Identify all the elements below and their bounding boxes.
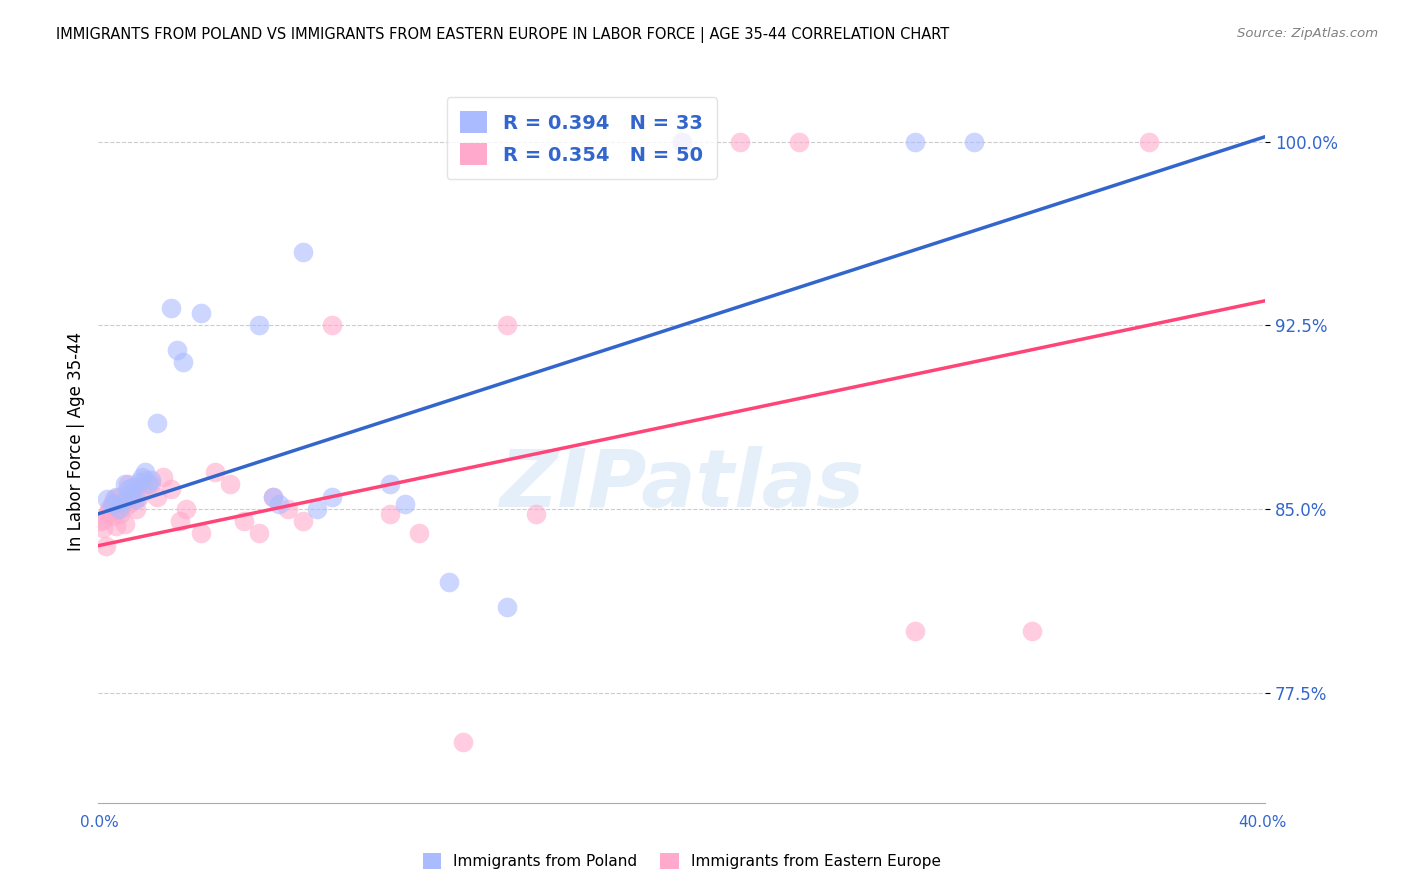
- Point: [380, 507, 402, 521]
- Point: [524, 507, 547, 521]
- Point: [104, 490, 127, 504]
- Point: [100, 497, 122, 511]
- Point: [146, 490, 169, 504]
- Point: [98, 504, 121, 518]
- Point: [120, 494, 142, 508]
- Legend: Immigrants from Poland, Immigrants from Eastern Europe: Immigrants from Poland, Immigrants from …: [416, 847, 948, 875]
- Point: [111, 494, 134, 508]
- Point: [139, 473, 162, 487]
- Point: [134, 465, 156, 479]
- Point: [152, 470, 174, 484]
- Point: [291, 514, 314, 528]
- Legend: R = 0.394   N = 33, R = 0.354   N = 50: R = 0.394 N = 33, R = 0.354 N = 50: [447, 97, 717, 179]
- Point: [787, 135, 810, 149]
- Point: [96, 507, 118, 521]
- Point: [122, 487, 145, 501]
- Point: [93, 511, 115, 525]
- Text: ZIPatlas: ZIPatlas: [499, 446, 865, 524]
- Point: [125, 492, 148, 507]
- Point: [97, 502, 120, 516]
- Point: [247, 318, 270, 333]
- Point: [160, 301, 183, 315]
- Y-axis label: In Labor Force | Age 35-44: In Labor Force | Age 35-44: [66, 332, 84, 551]
- Point: [169, 514, 191, 528]
- Point: [730, 135, 752, 149]
- Point: [451, 734, 474, 748]
- Point: [321, 318, 343, 333]
- Point: [291, 244, 314, 259]
- Point: [122, 480, 145, 494]
- Text: 0.0%: 0.0%: [80, 815, 120, 830]
- Text: 40.0%: 40.0%: [1239, 815, 1286, 830]
- Point: [108, 490, 131, 504]
- Point: [174, 502, 197, 516]
- Point: [101, 509, 124, 524]
- Text: IMMIGRANTS FROM POLAND VS IMMIGRANTS FROM EASTERN EUROPE IN LABOR FORCE | AGE 35: IMMIGRANTS FROM POLAND VS IMMIGRANTS FRO…: [56, 27, 949, 43]
- Point: [218, 477, 240, 491]
- Point: [103, 492, 125, 507]
- Point: [120, 487, 142, 501]
- Point: [101, 497, 124, 511]
- Point: [131, 470, 153, 484]
- Point: [104, 519, 127, 533]
- Point: [904, 624, 927, 639]
- Point: [962, 135, 984, 149]
- Point: [233, 514, 256, 528]
- Point: [105, 502, 128, 516]
- Point: [190, 306, 212, 320]
- Point: [904, 135, 927, 149]
- Point: [136, 477, 159, 491]
- Point: [114, 477, 136, 491]
- Point: [247, 526, 270, 541]
- Point: [115, 500, 138, 514]
- Point: [139, 477, 162, 491]
- Point: [128, 475, 150, 489]
- Point: [134, 473, 156, 487]
- Point: [380, 477, 402, 491]
- Point: [94, 539, 117, 553]
- Point: [114, 516, 136, 531]
- Point: [108, 502, 131, 516]
- Point: [671, 135, 693, 149]
- Point: [117, 477, 139, 491]
- Point: [146, 416, 169, 430]
- Point: [90, 514, 112, 528]
- Point: [307, 502, 329, 516]
- Point: [1021, 624, 1043, 639]
- Point: [166, 343, 188, 357]
- Point: [110, 507, 132, 521]
- Point: [263, 490, 285, 504]
- Point: [269, 497, 291, 511]
- Point: [671, 135, 693, 149]
- Point: [321, 490, 343, 504]
- Point: [204, 465, 226, 479]
- Point: [172, 355, 194, 369]
- Point: [160, 483, 183, 497]
- Point: [437, 575, 460, 590]
- Point: [496, 599, 519, 614]
- Point: [496, 318, 519, 333]
- Point: [117, 483, 139, 497]
- Point: [408, 526, 430, 541]
- Point: [125, 502, 148, 516]
- Point: [277, 502, 299, 516]
- Point: [1137, 135, 1160, 149]
- Point: [131, 480, 153, 494]
- Point: [128, 490, 150, 504]
- Point: [111, 497, 134, 511]
- Point: [190, 526, 212, 541]
- Point: [394, 497, 416, 511]
- Text: Source: ZipAtlas.com: Source: ZipAtlas.com: [1237, 27, 1378, 40]
- Point: [96, 492, 118, 507]
- Point: [91, 521, 114, 535]
- Point: [263, 490, 285, 504]
